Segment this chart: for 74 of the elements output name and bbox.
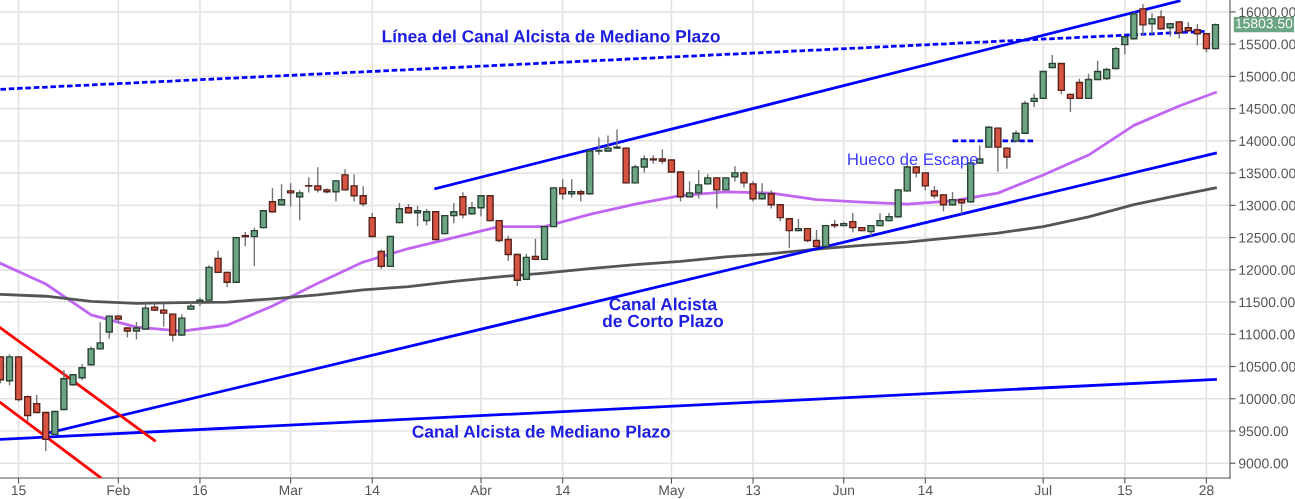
candlestick	[368, 213, 376, 238]
x-tick-label: Mar	[279, 485, 303, 496]
candlestick	[286, 183, 295, 207]
y-tick-label: 10500.00	[1239, 361, 1295, 372]
y-tick-label: 13000.00	[1239, 200, 1295, 211]
annotation: Hueco de Escape	[848, 152, 978, 169]
candlestick	[295, 190, 304, 221]
candlestick	[105, 315, 113, 339]
candlestick	[268, 188, 277, 213]
x-tick-label: Feb	[107, 484, 130, 496]
x-tick-label: Jun	[832, 485, 855, 496]
candlestick	[1139, 4, 1147, 36]
candlestick	[96, 322, 104, 350]
candlestick	[1084, 73, 1093, 100]
candlestick	[1030, 93, 1038, 108]
x-tick-label: May	[659, 485, 685, 498]
x-tick-label: Jul	[1034, 484, 1052, 496]
y-tick-label: 9000.00	[1238, 458, 1288, 469]
candlestick	[450, 203, 458, 224]
candlestick	[1075, 78, 1084, 100]
x-tick-label: 13	[746, 485, 761, 496]
text: 15803.50	[1235, 18, 1293, 29]
candlestick	[985, 126, 993, 148]
x-tick-label: 14	[918, 485, 933, 496]
x-tick-label: Abr	[470, 484, 492, 496]
annotation: Línea del Canal Alcista de Mediano Plazo	[382, 29, 720, 43]
y-tick-label: 14500.00	[1239, 103, 1295, 114]
candlestick	[5, 354, 14, 386]
candlestick	[159, 303, 168, 327]
candlestick	[250, 227, 259, 267]
y-tick-label: 9500.00	[1238, 426, 1288, 437]
candlestick	[1112, 47, 1120, 70]
candlestick	[413, 206, 422, 227]
x-tick-label: 15	[11, 485, 26, 496]
y-tick-label: 10000.00	[1239, 394, 1295, 404]
candlestick	[141, 303, 150, 330]
x-tick-label: 28	[1199, 485, 1214, 496]
candlestick	[821, 224, 830, 248]
candlestick	[694, 170, 703, 199]
candlestick	[51, 410, 59, 436]
annotation: Canal Alcista de Corto Plazo	[602, 297, 724, 328]
y-tick-label: 12500.00	[1239, 232, 1295, 243]
candlestick	[1148, 13, 1156, 35]
y-tick-label: 15500.00	[1239, 39, 1295, 50]
y-tick-label: 14000.00	[1239, 136, 1295, 147]
candlestick	[713, 177, 721, 209]
candlestick	[169, 313, 177, 342]
y-tick-label: 13500.00	[1239, 168, 1295, 179]
candlestick	[504, 235, 512, 262]
candlestick	[1166, 23, 1174, 37]
candlestick	[277, 184, 286, 206]
y-tick-label: 11000.00	[1239, 329, 1295, 340]
candlestick	[531, 238, 540, 261]
x-tick-label: 14	[555, 485, 570, 496]
y-tick-label: 12000.00	[1239, 265, 1295, 275]
candlestick	[758, 183, 766, 200]
candlestick	[522, 253, 531, 280]
line-series	[0, 91, 1217, 333]
candlestick	[785, 217, 794, 249]
y-tick-label: 15000.00	[1239, 71, 1295, 82]
y-tick-label: 11500.00	[1239, 297, 1295, 308]
candlestick	[1193, 24, 1202, 46]
candlestick	[395, 203, 404, 224]
candlestick	[459, 192, 467, 219]
annotation: Canal Alcista de Mediano Plazo	[412, 425, 670, 438]
candlestick	[903, 164, 911, 192]
candlestick	[178, 314, 186, 336]
candlestick	[23, 395, 32, 422]
x-tick-label: 16	[193, 485, 208, 496]
x-tick-label: 15	[1118, 485, 1132, 496]
candlestick	[332, 180, 340, 202]
candlestick	[558, 179, 567, 200]
y-tick-label: 16000.00	[1239, 7, 1295, 18]
x-tick-label: 14	[365, 485, 380, 496]
